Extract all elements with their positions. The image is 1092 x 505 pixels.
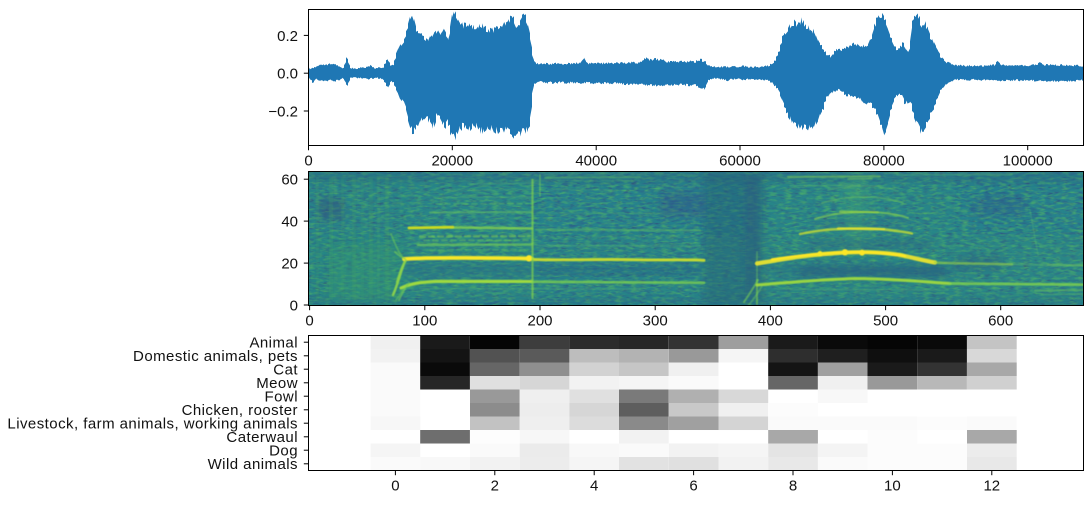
svg-text:8: 8 bbox=[789, 478, 797, 495]
svg-text:0: 0 bbox=[391, 478, 399, 495]
svg-text:Wild animals: Wild animals bbox=[208, 456, 298, 473]
svg-text:Chicken, rooster: Chicken, rooster bbox=[182, 402, 298, 419]
svg-text:100: 100 bbox=[412, 313, 437, 330]
svg-text:0: 0 bbox=[305, 313, 313, 330]
svg-text:Cat: Cat bbox=[273, 362, 298, 379]
svg-text:Animal: Animal bbox=[249, 335, 298, 352]
svg-text:0: 0 bbox=[304, 153, 312, 170]
svg-text:60: 60 bbox=[281, 172, 298, 189]
svg-text:40000: 40000 bbox=[575, 153, 617, 170]
svg-text:Fowl: Fowl bbox=[265, 389, 298, 406]
svg-text:Domestic animals, pets: Domestic animals, pets bbox=[133, 348, 298, 365]
svg-text:−0.2: −0.2 bbox=[268, 103, 298, 120]
svg-text:40: 40 bbox=[281, 214, 298, 231]
svg-text:Meow: Meow bbox=[256, 375, 298, 392]
svg-text:0: 0 bbox=[290, 297, 298, 314]
svg-text:Livestock, farm animals, worki: Livestock, farm animals, working animals bbox=[7, 416, 298, 433]
svg-text:500: 500 bbox=[873, 313, 898, 330]
svg-text:Dog: Dog bbox=[269, 443, 298, 460]
svg-text:12: 12 bbox=[983, 478, 1000, 495]
svg-text:400: 400 bbox=[758, 313, 783, 330]
svg-text:300: 300 bbox=[643, 313, 668, 330]
svg-text:100000: 100000 bbox=[1003, 153, 1053, 170]
svg-text:0.0: 0.0 bbox=[277, 66, 298, 83]
svg-text:10: 10 bbox=[884, 478, 901, 495]
svg-text:20000: 20000 bbox=[431, 153, 473, 170]
svg-text:600: 600 bbox=[988, 313, 1013, 330]
svg-text:20: 20 bbox=[281, 256, 298, 273]
svg-text:4: 4 bbox=[590, 478, 598, 495]
svg-text:Caterwaul: Caterwaul bbox=[226, 429, 298, 446]
svg-text:2: 2 bbox=[491, 478, 499, 495]
svg-text:0.2: 0.2 bbox=[277, 28, 298, 45]
svg-text:200: 200 bbox=[527, 313, 552, 330]
svg-text:6: 6 bbox=[689, 478, 697, 495]
svg-text:80000: 80000 bbox=[863, 153, 905, 170]
svg-text:60000: 60000 bbox=[719, 153, 761, 170]
